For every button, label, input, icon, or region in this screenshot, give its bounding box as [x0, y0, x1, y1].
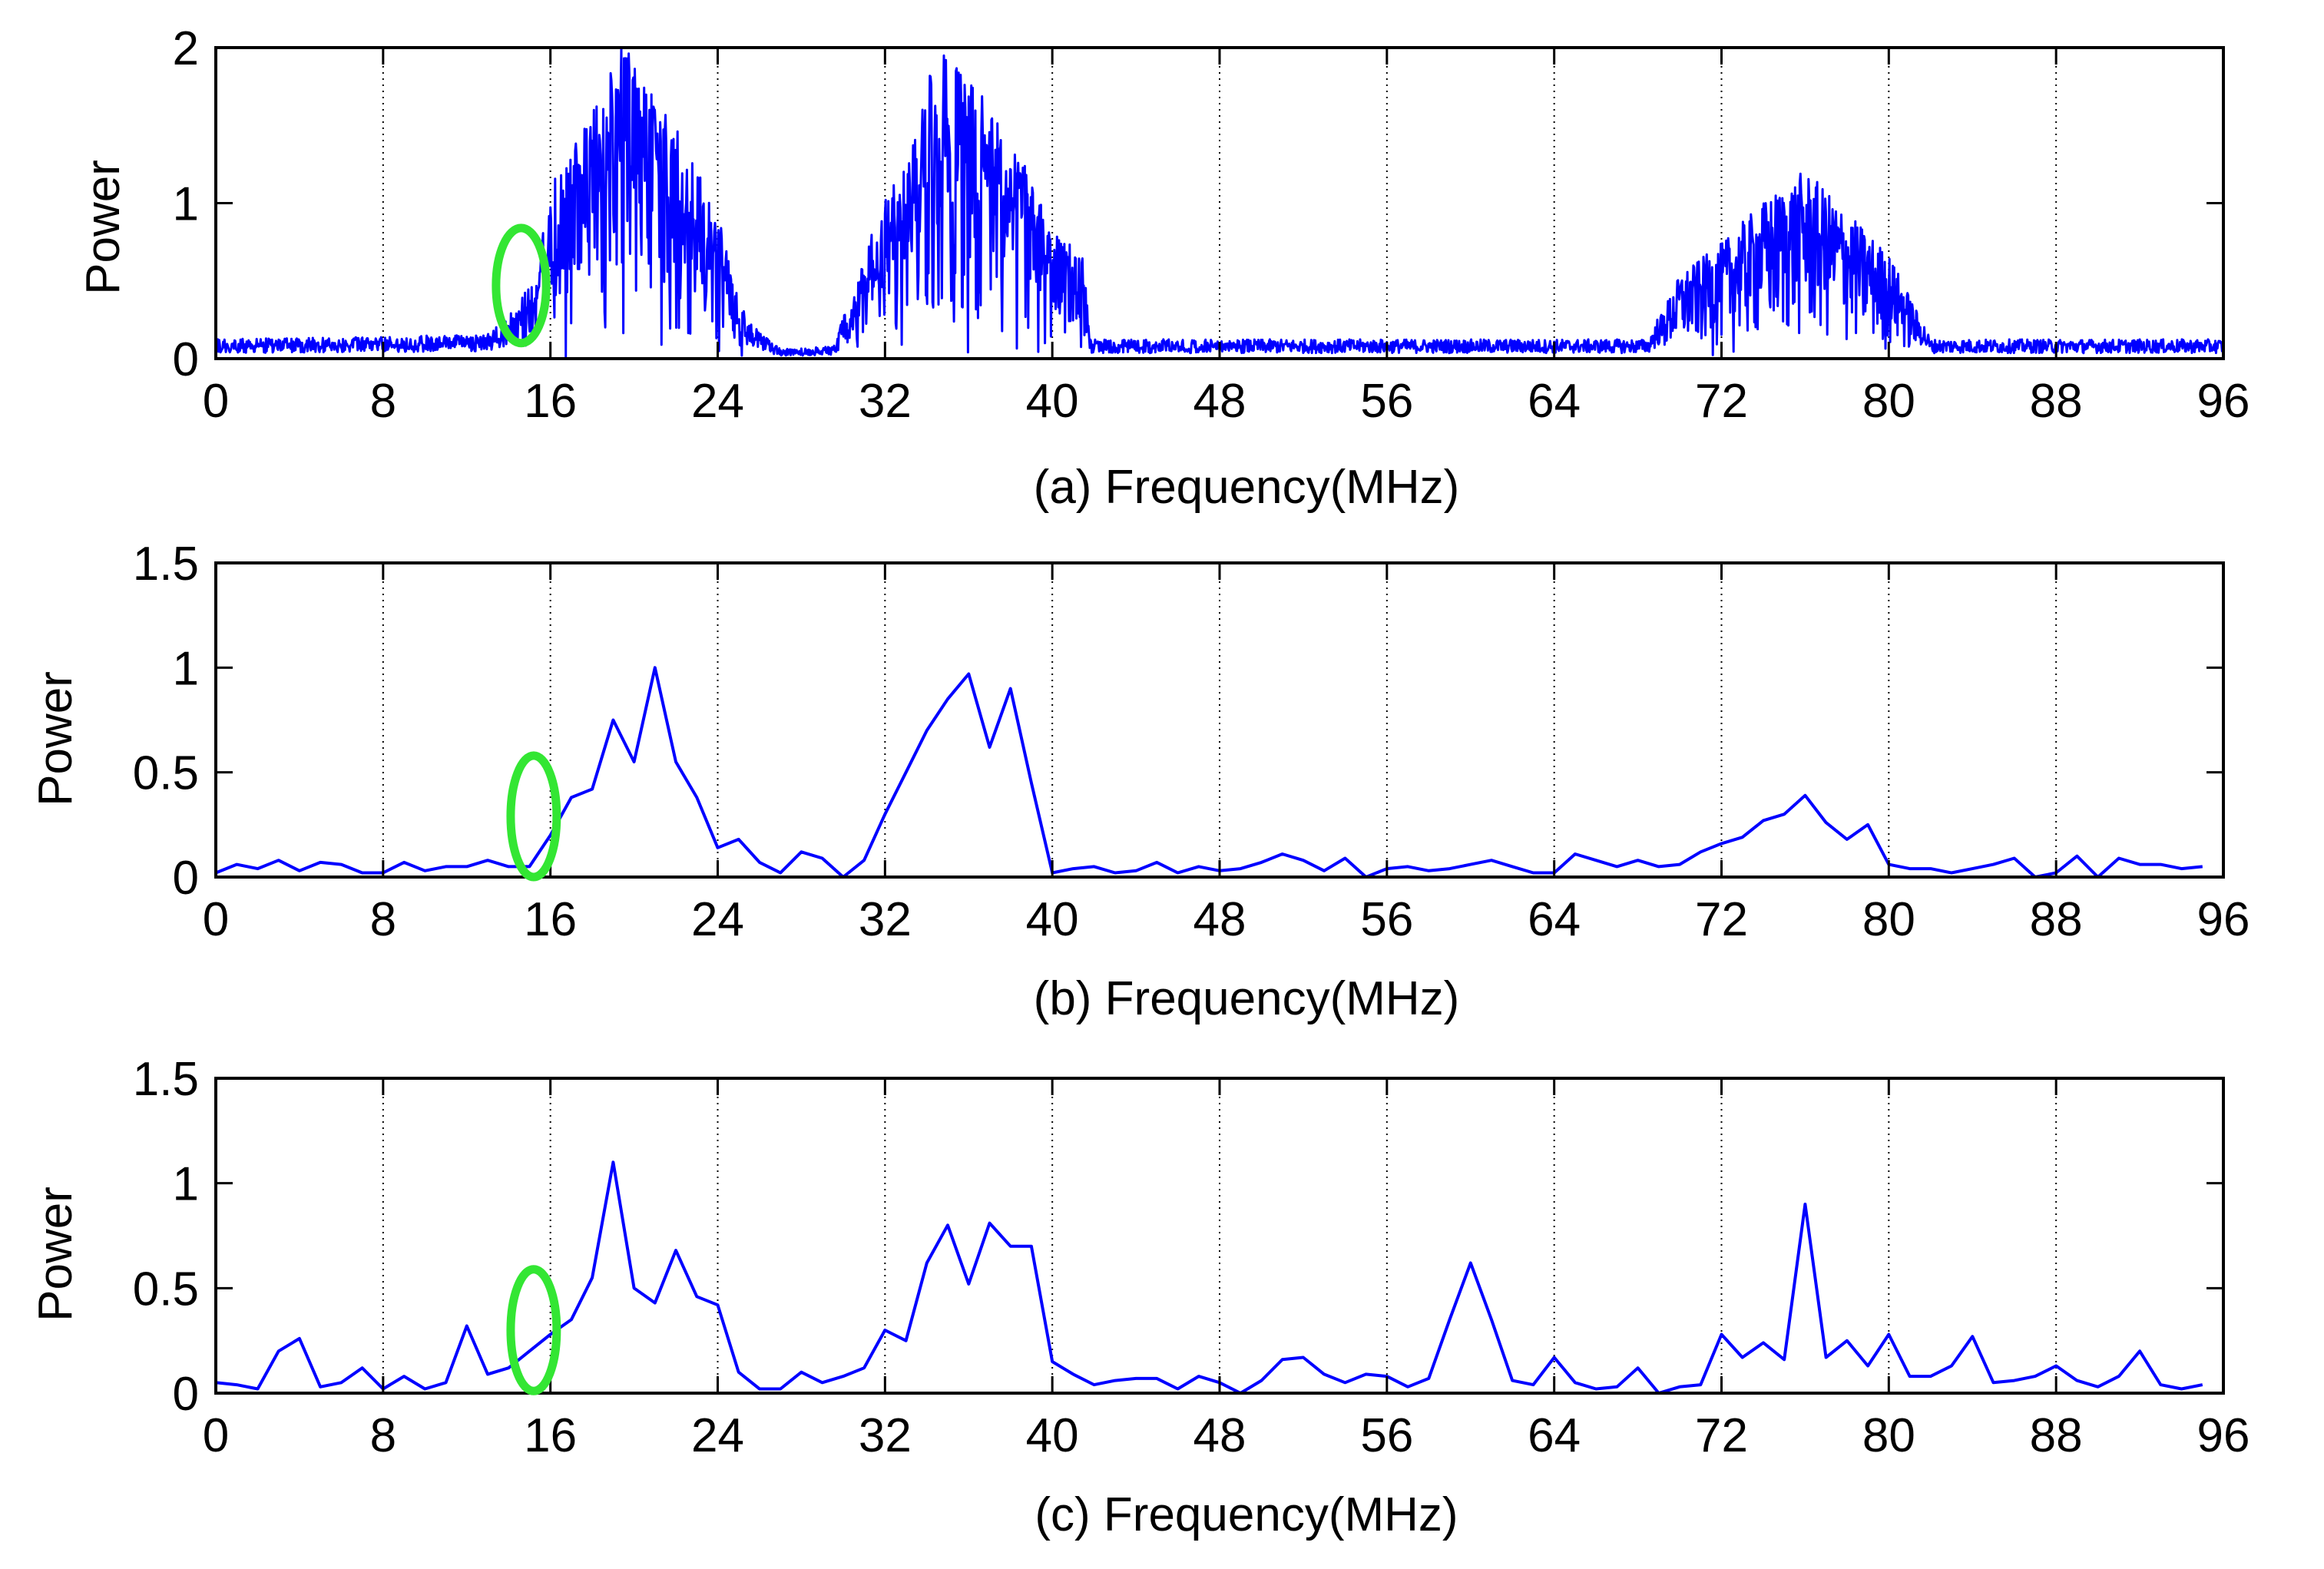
panel-c-xtick-label-32: 32 — [859, 1409, 912, 1462]
panel-b-highlight-ellipse — [506, 751, 561, 882]
panel-c-xtick-label-72: 72 — [1695, 1409, 1748, 1462]
panel-a-ylabel: Power — [77, 160, 130, 295]
panel-c-ylabel: Power — [29, 1187, 82, 1322]
panel-a-xtick-label-48: 48 — [1193, 375, 1246, 428]
panel-b-xtick-label-8: 8 — [370, 893, 396, 946]
panel-a-xlabel: (a) Frequency(MHz) — [1034, 461, 1460, 514]
panel-b-xtick-label-64: 64 — [1528, 893, 1581, 946]
panel-b-xlabel: (b) Frequency(MHz) — [1034, 972, 1460, 1025]
panel-a-xtick-label-64: 64 — [1528, 375, 1581, 428]
panel-b-xtick-label-40: 40 — [1026, 893, 1079, 946]
panel-c-xtick-label-8: 8 — [370, 1409, 396, 1462]
panel-a-xtick-label-40: 40 — [1026, 375, 1079, 428]
panel-b: Power (b) Frequency(MHz) 0 8 16 24 32 40 48 56 6… — [29, 538, 2250, 1025]
panel-c-xtick-label-64: 64 — [1528, 1409, 1581, 1462]
panel-c: Power (c) Frequency(MHz) 0 8 16 24 32 40 48 56 6… — [29, 1053, 2250, 1541]
panel-b-xtick-label-88: 88 — [2030, 893, 2083, 946]
panel-c-ytick-label-1: 0.5 — [133, 1263, 199, 1316]
panel-a-xtick-label-72: 72 — [1695, 375, 1748, 428]
panel-a-xtick-label-32: 32 — [859, 375, 912, 428]
panel-b-xtick-label-56: 56 — [1360, 893, 1413, 946]
panel-c-ytick-label-2: 1 — [173, 1158, 199, 1211]
panel-b-ytick-label-0: 0 — [173, 852, 199, 905]
panel-a-xtick-label-96: 96 — [2197, 375, 2250, 428]
panel-b-xtick-label-72: 72 — [1695, 893, 1748, 946]
panel-b-ylabel: Power — [29, 671, 82, 806]
panel-b-xtick-label-24: 24 — [691, 893, 744, 946]
panel-a-ytick-label-1: 1 — [173, 178, 199, 231]
panel-b-xtick-label-0: 0 — [203, 893, 229, 946]
panel-c-xtick-label-24: 24 — [691, 1409, 744, 1462]
panel-b-series-line — [215, 666, 2203, 879]
panel-c-xtick-label-40: 40 — [1026, 1409, 1079, 1462]
panel-c-highlight-ellipse — [506, 1265, 561, 1395]
panel-a-xtick-label-88: 88 — [2030, 375, 2083, 428]
panel-c-xtick-label-0: 0 — [203, 1409, 229, 1462]
panel-a-xtick-label-56: 56 — [1360, 375, 1413, 428]
panel-c-xtick-label-48: 48 — [1193, 1409, 1246, 1462]
panel-a-xtick-label-0: 0 — [203, 375, 229, 428]
panel-c-series-line — [215, 1160, 2203, 1395]
panel-b-xtick-label-48: 48 — [1193, 893, 1246, 946]
panel-a-ytick-label-0: 0 — [173, 333, 199, 386]
panel-b-xtick-label-96: 96 — [2197, 893, 2250, 946]
panel-c-xlabel: (c) Frequency(MHz) — [1035, 1488, 1458, 1541]
panel-b-xtick-label-80: 80 — [1862, 893, 1915, 946]
panel-a-xtick-label-80: 80 — [1862, 375, 1915, 428]
panel-c-xtick-label-56: 56 — [1360, 1409, 1413, 1462]
panel-a-xtick-label-8: 8 — [370, 375, 396, 428]
panel-a-highlight-ellipse — [492, 223, 551, 348]
panel-a-xtick-label-24: 24 — [691, 375, 744, 428]
panel-c-ytick-label-0: 0 — [173, 1368, 199, 1421]
panel-b-ytick-label-2: 1 — [173, 642, 199, 695]
panel-c-ytick-label-3: 1.5 — [133, 1053, 199, 1106]
panel-a-xtick-label-16: 16 — [524, 375, 577, 428]
panel-c-xtick-label-80: 80 — [1862, 1409, 1915, 1462]
panel-c-xtick-label-16: 16 — [524, 1409, 577, 1462]
panel-b-xtick-label-32: 32 — [859, 893, 912, 946]
panel-b-ytick-label-3: 1.5 — [133, 538, 199, 591]
panel-b-ytick-label-1: 0.5 — [133, 747, 199, 800]
panel-c-xtick-label-96: 96 — [2197, 1409, 2250, 1462]
panel-c-xtick-label-88: 88 — [2030, 1409, 2083, 1462]
panel-a: Power (a) Frequency(MHz) 0 8 16 24 32 40 48 56 6… — [77, 22, 2250, 514]
panel-b-xtick-label-16: 16 — [524, 893, 577, 946]
panel-a-ytick-label-2: 2 — [173, 22, 199, 75]
